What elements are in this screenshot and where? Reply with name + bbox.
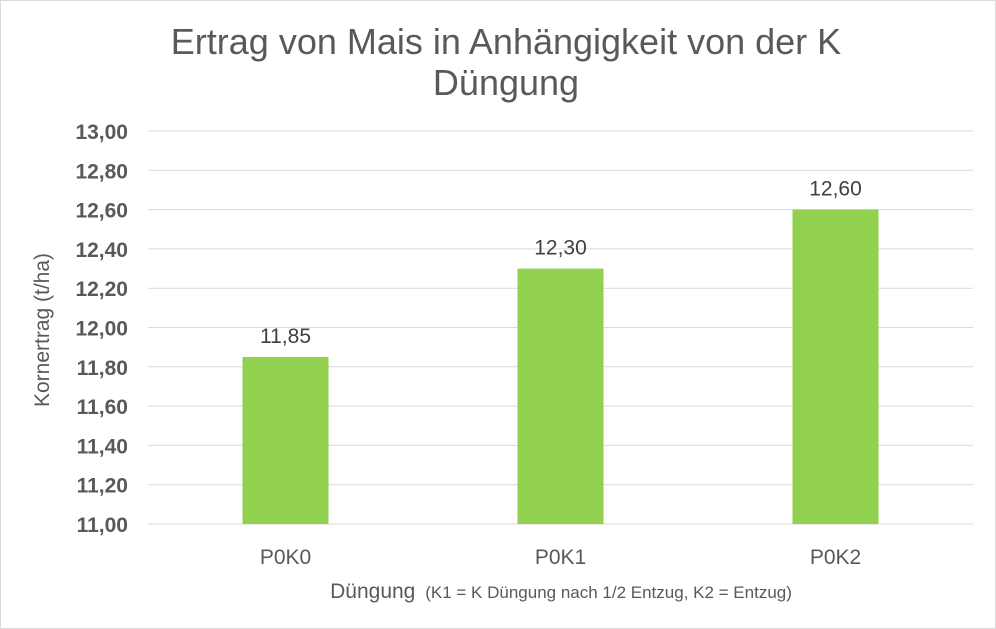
x-axis-title-note: (K1 = K Düngung nach 1/2 Entzug, K2 = En… bbox=[425, 583, 792, 602]
y-tick-label: 12,20 bbox=[75, 278, 128, 301]
x-axis-title: Düngung (K1 = K Düngung nach 1/2 Entzug,… bbox=[330, 580, 792, 603]
y-tick-label: 11,20 bbox=[77, 475, 128, 498]
y-tick-label: 12,00 bbox=[75, 318, 128, 341]
y-axis-tick-labels: 11,00 11,20 11,40 11,60 11,80 12,00 12,20 12,40… bbox=[75, 121, 128, 537]
x-tick-label: P0K0 bbox=[260, 546, 311, 569]
y-tick-label: 12,80 bbox=[75, 160, 128, 183]
y-tick-label: 11,80 bbox=[77, 357, 128, 380]
y-tick-label: 12,40 bbox=[75, 239, 128, 262]
y-axis-title: Kornertrag (t/ha) bbox=[31, 253, 54, 407]
data-label: 12,60 bbox=[809, 178, 862, 201]
bar-p0k1 bbox=[517, 268, 604, 524]
chart-title-line-1: Ertrag von Mais in Anhängigkeit von der … bbox=[171, 21, 841, 62]
bar-p0k0 bbox=[242, 356, 329, 524]
y-tick-label: 13,00 bbox=[75, 121, 128, 144]
bars bbox=[242, 209, 879, 524]
data-labels: 11,85 12,30 12,60 bbox=[260, 178, 862, 348]
x-tick-label: P0K1 bbox=[535, 546, 586, 569]
x-tick-label: P0K2 bbox=[810, 546, 861, 569]
data-label: 12,30 bbox=[534, 237, 587, 260]
x-axis-tick-labels: P0K0 P0K1 P0K2 bbox=[260, 546, 861, 569]
chart-title-line-2: Düngung bbox=[433, 62, 579, 103]
y-tick-label: 12,60 bbox=[75, 200, 128, 223]
bar-p0k2 bbox=[792, 209, 879, 524]
y-tick-label: 11,40 bbox=[77, 435, 128, 458]
data-label: 11,85 bbox=[260, 325, 311, 348]
y-tick-label: 11,60 bbox=[77, 396, 128, 419]
x-axis-title-main: Düngung bbox=[330, 580, 415, 603]
y-tick-label: 11,00 bbox=[77, 514, 128, 537]
